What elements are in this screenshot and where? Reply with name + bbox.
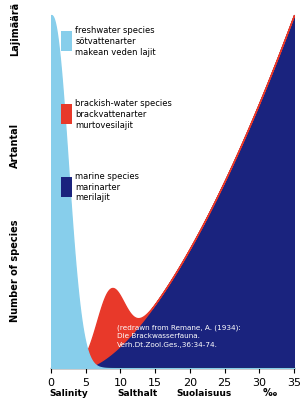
Text: brackish-water species
brackvattenarter
murtovesilajit: brackish-water species brackvattenarter …: [75, 99, 172, 129]
Text: freshwater species
sötvattenarter
makean veden lajit: freshwater species sötvattenarter makean…: [75, 26, 156, 57]
Text: marine species
marinarter
merilajit: marine species marinarter merilajit: [75, 172, 139, 202]
Text: Number of species: Number of species: [10, 219, 20, 322]
Text: ‰: ‰: [262, 388, 277, 398]
Text: Salthalt: Salthalt: [118, 389, 158, 398]
Bar: [61, 104, 72, 124]
Bar: [61, 32, 72, 52]
Text: Lajimäärä: Lajimäärä: [10, 2, 20, 56]
Text: Suolaisuus: Suolaisuus: [176, 389, 231, 398]
Text: (redrawn from Remane, A. (1934):
Die Brackwasserfauna.
Verh.Dt.Zool.Ges.,36:34-7: (redrawn from Remane, A. (1934): Die Bra…: [117, 324, 241, 348]
Text: www.itameriportaali.fi: www.itameriportaali.fi: [96, 403, 204, 413]
Text: Salinity: Salinity: [49, 389, 88, 398]
Text: Artantal: Artantal: [10, 123, 20, 168]
Bar: [61, 177, 72, 197]
